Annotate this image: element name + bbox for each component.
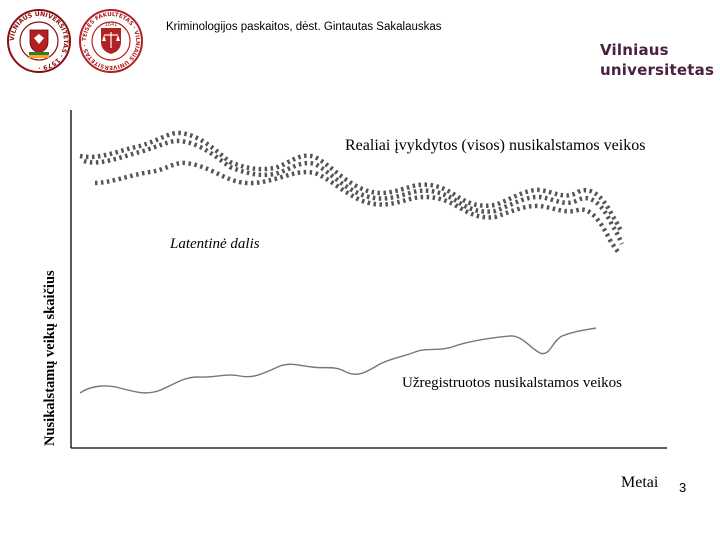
university-brand: Vilniaus universitetas <box>600 40 714 80</box>
registered-crimes-solid-curve <box>79 327 597 394</box>
real-crimes-dotted-curve-middle <box>83 138 625 246</box>
brand-line-2: universitetas <box>600 61 715 79</box>
real-crimes-dotted-curve-bottom <box>94 160 622 256</box>
real-crimes-dotted-curve-top <box>79 130 624 234</box>
law-faculty-seal-logo: TEISĖS FAKULTETAS · VILNIAUS UNIVERSITET… <box>79 9 143 73</box>
x-axis-label: Metai <box>621 474 659 491</box>
y-axis-label: Nusikalstamų veikų skaičius <box>42 270 58 446</box>
vilnius-university-seal-logo: VILNIAUS UNIVERSITETAS · 1579 · <box>7 9 71 73</box>
brand-line-1: Vilniaus <box>600 41 669 59</box>
slide-number: 3 <box>679 480 687 495</box>
registered-crimes-label: Užregistruotos nusikalstamos veikos <box>402 375 622 391</box>
latent-part-label: Latentinė dalis <box>170 236 260 252</box>
course-title: Kriminologijos paskaitos, dėst. Gintauta… <box>166 21 442 33</box>
logo-right-year: 1641 <box>105 22 118 28</box>
real-crimes-label: Realiai įvykdytos (visos) nusikalstamos … <box>345 137 646 154</box>
